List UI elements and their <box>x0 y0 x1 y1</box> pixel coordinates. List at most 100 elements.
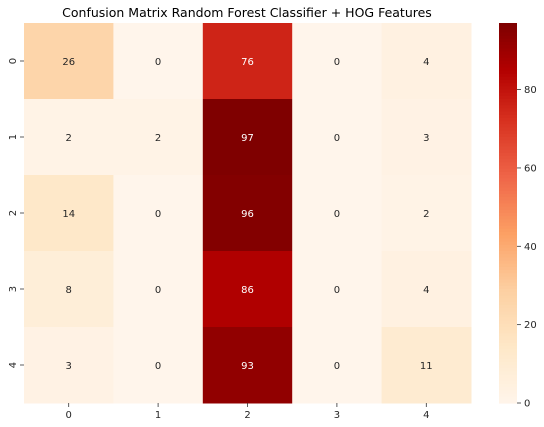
cell-value-label: 93 <box>241 361 254 372</box>
colorbar-tick-label: 60 <box>524 163 537 174</box>
colorbar-segment <box>499 282 517 287</box>
colorbar-segment <box>499 42 517 46</box>
colorbar-segment <box>499 279 517 284</box>
colorbar-segment <box>499 342 517 347</box>
colorbar-segment <box>499 273 517 277</box>
heatmap-cell <box>202 23 293 100</box>
y-axis: 0 1 2 3 4 <box>8 58 24 368</box>
colorbar-segment <box>499 213 517 217</box>
colorbar-segment <box>499 48 517 53</box>
colorbar-segment <box>499 266 517 271</box>
heatmap-cell <box>24 175 114 252</box>
colorbar-segment <box>499 276 517 281</box>
colorbar-segment <box>499 289 517 293</box>
cell-value-label: 4 <box>423 285 429 296</box>
colorbar-segment <box>499 118 517 122</box>
colorbar-segment <box>499 190 517 195</box>
colorbar-segment <box>499 387 517 391</box>
colorbar-tick-label: 0 <box>524 399 530 410</box>
colorbar-segment <box>499 285 517 290</box>
colorbar-segment <box>499 380 517 385</box>
colorbar-segment <box>499 168 517 173</box>
colorbar-tick-label: 80 <box>524 85 537 96</box>
colorbar-segment <box>499 390 517 395</box>
cell-value-label: 0 <box>334 133 340 144</box>
colorbar-segment <box>499 89 517 94</box>
colorbar-segment <box>499 298 517 303</box>
y-tick-label: 3 <box>8 286 19 292</box>
heatmap-cell <box>202 175 293 252</box>
colorbar-segment <box>499 365 517 369</box>
colorbar-segment <box>499 51 517 56</box>
colorbar-segment <box>499 377 517 382</box>
colorbar-segment <box>499 304 517 309</box>
colorbar-segment <box>499 399 517 404</box>
heatmap-cell <box>292 99 383 176</box>
colorbar-segment <box>499 330 517 334</box>
cell-value-label: 0 <box>155 361 161 372</box>
y-tick-label: 2 <box>8 210 19 216</box>
colorbar-segment <box>499 206 517 211</box>
x-tick-label: 0 <box>66 410 72 421</box>
colorbar-segment <box>499 108 517 113</box>
cell-value-label: 97 <box>241 133 254 144</box>
x-axis: 0 1 2 3 4 <box>66 403 429 421</box>
colorbar-segment <box>499 95 517 100</box>
colorbar-segment <box>499 393 517 398</box>
colorbar-segment <box>499 333 517 338</box>
colorbar-segment <box>499 54 517 59</box>
colorbar-segment <box>499 257 517 262</box>
heatmap-cell <box>381 175 472 252</box>
colorbar-segment <box>499 235 517 239</box>
colorbar-segment <box>499 178 517 182</box>
colorbar-segment <box>499 70 517 75</box>
colorbar-segment <box>499 222 517 227</box>
heatmap-cell <box>113 99 204 176</box>
colorbar-segment <box>499 352 517 357</box>
colorbar-segment <box>499 99 517 103</box>
heatmap-cell <box>113 175 204 252</box>
cell-value-label: 2 <box>155 133 161 144</box>
colorbar-segment <box>499 349 517 353</box>
cell-value-label: 4 <box>423 57 429 68</box>
cell-value-label: 86 <box>241 285 254 296</box>
cell-value-labels: 26 0 76 0 4 2 2 97 0 3 14 0 96 0 2 8 0 86 0 4 3 0 93 0 11 <box>62 57 432 372</box>
colorbar-segment <box>499 159 517 163</box>
cell-value-label: 76 <box>241 57 254 68</box>
cell-value-label: 11 <box>420 361 433 372</box>
colorbar-segment <box>499 32 517 37</box>
colorbar-segment <box>499 111 517 116</box>
colorbar-segment <box>499 244 517 249</box>
x-tick-label: 2 <box>244 410 250 421</box>
colorbar-segment <box>499 308 517 312</box>
colorbar-segment <box>499 61 517 65</box>
colorbar-segment <box>499 371 517 376</box>
heatmap-cells <box>24 23 472 404</box>
cell-value-label: 0 <box>155 285 161 296</box>
heatmap-cell <box>381 251 472 328</box>
colorbar-segment <box>499 38 517 43</box>
heatmap-cell <box>381 99 472 176</box>
colorbar-segment <box>499 225 517 230</box>
heatmap-cell <box>113 327 204 404</box>
colorbar-segment <box>499 209 517 214</box>
heatmap-cell <box>113 23 204 100</box>
cell-value-label: 0 <box>155 209 161 220</box>
y-tick-label: 4 <box>8 362 19 368</box>
colorbar-segment <box>499 311 517 315</box>
colorbar-tick-label: 20 <box>524 320 537 331</box>
colorbar-segment <box>499 162 517 167</box>
heatmap-cell <box>24 327 114 404</box>
colorbar-segment <box>499 238 517 243</box>
colorbar-segment <box>499 384 517 388</box>
cell-value-label: 3 <box>423 133 429 144</box>
colorbar-segment <box>499 57 517 62</box>
colorbar-segment <box>499 133 517 138</box>
heatmap-cell <box>24 23 114 100</box>
colorbar-segment <box>499 175 517 179</box>
x-tick-label: 4 <box>423 410 429 421</box>
colorbar-segment <box>499 327 517 331</box>
heatmap-cell <box>113 251 204 328</box>
colorbar-segment <box>499 254 517 258</box>
cell-value-label: 3 <box>66 361 72 372</box>
